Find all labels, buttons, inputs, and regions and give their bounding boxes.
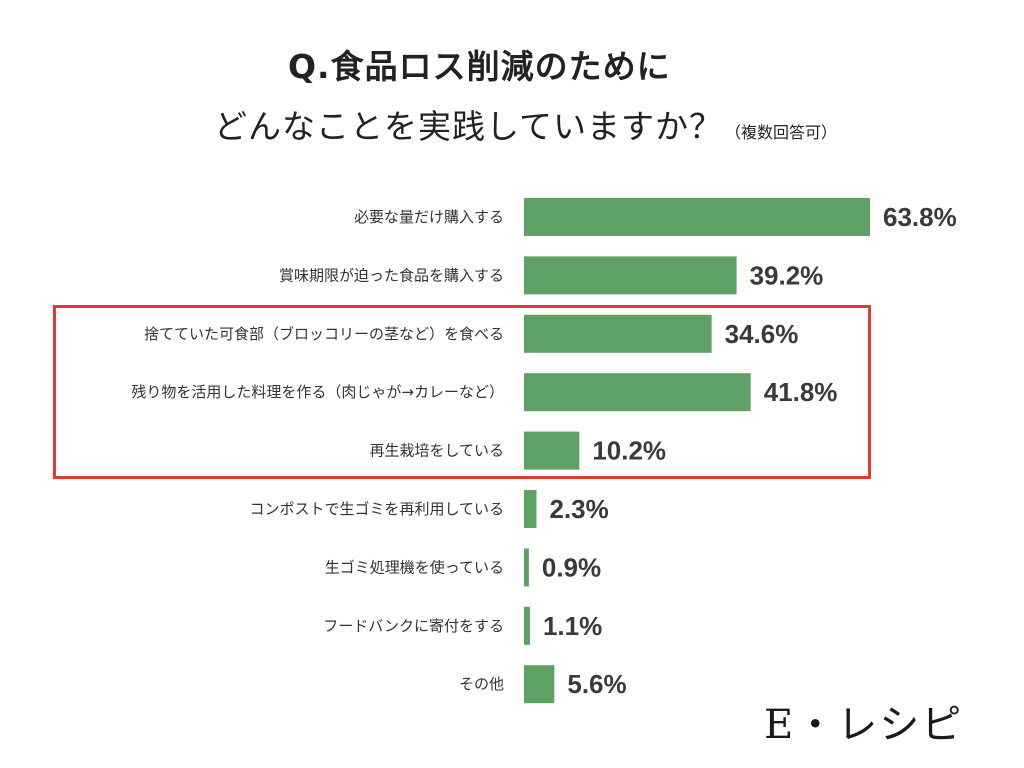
category-label: 生ゴミ処理機を使っている [325, 558, 504, 576]
chart-title-line1: Q.食品ロス削減のために [288, 47, 671, 86]
bar [524, 606, 530, 645]
chart-title-question: どんなことを実践していますか？ [214, 107, 724, 146]
chart-title-line2: どんなことを実践していますか？ （複数回答可） [214, 100, 837, 148]
bar [524, 373, 751, 412]
category-label: その他 [459, 675, 504, 693]
value-label: 10.2% [592, 436, 666, 466]
value-label: 41.8% [764, 377, 838, 407]
value-label: 34.6% [725, 319, 799, 349]
chart-title-note: （複数回答可） [725, 123, 838, 142]
bar [524, 665, 555, 704]
category-label: 再生栽培をしている [369, 442, 504, 460]
value-label: 39.2% [750, 260, 824, 290]
bar [524, 198, 870, 236]
bar [524, 314, 712, 353]
value-label: 63.8% [883, 202, 957, 232]
category-label: コンポストで生ゴミを再利用している [249, 500, 504, 518]
category-label: フードバンクに寄付をする [323, 617, 504, 635]
category-label: 賞味期限が迫った食品を購入する [279, 266, 504, 284]
value-label: 5.6% [567, 669, 626, 699]
value-label: 0.9% [542, 552, 601, 582]
value-label: 2.3% [549, 494, 608, 524]
bar [524, 490, 537, 528]
brand-logo: E・レシピ [764, 702, 964, 748]
highlight-box [53, 305, 871, 479]
category-label: 必要な量だけ購入する [354, 208, 504, 226]
value-label: 1.1% [543, 611, 602, 641]
bar [524, 256, 737, 295]
category-label: 捨てていた可食部（ブロッコリーの茎など）を食べる [144, 325, 504, 343]
bar [524, 431, 580, 470]
category-label: 残り物を活用した料理を作る（肉じゃが→カレーなど） [131, 383, 504, 401]
bar [524, 548, 529, 587]
